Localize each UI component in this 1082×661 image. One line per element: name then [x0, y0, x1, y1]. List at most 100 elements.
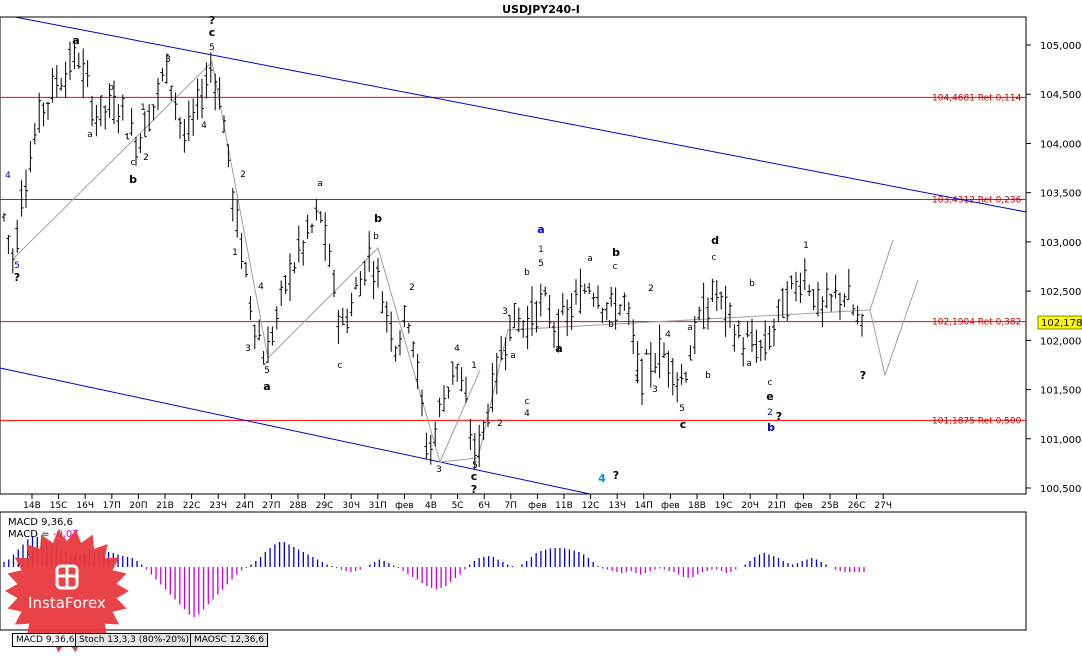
candle: [543, 286, 548, 297]
candle: [10, 248, 15, 274]
wave-label: d: [711, 234, 719, 247]
candle: [714, 280, 719, 312]
candle: [851, 304, 856, 316]
candle: [252, 324, 257, 350]
time-axis: 14В 15С 16Ч 17П 20П 21В 22С 23Ч 24П 27П 28В 29С 30Ч 3…: [23, 494, 892, 511]
wave-label: 4: [665, 330, 671, 340]
candle: [679, 363, 684, 385]
candle: [481, 420, 486, 441]
candle: [437, 397, 442, 418]
x-tick-label: 20Ч: [741, 501, 759, 511]
candle: [662, 342, 666, 359]
candle: [736, 320, 741, 339]
candle: [745, 321, 750, 338]
trend-channel: [0, 16, 1027, 495]
candle: [257, 319, 262, 341]
wave-label: e: [766, 390, 773, 403]
candle: [838, 292, 842, 321]
candle: [772, 318, 776, 347]
candle: [754, 329, 759, 363]
wave-label: c: [613, 262, 618, 272]
y-tick-label: 103,000: [1040, 238, 1081, 249]
candle: [490, 362, 495, 412]
x-tick-label: 11В: [555, 501, 573, 511]
x-tick-label: фев: [528, 501, 547, 511]
wave-label: b: [374, 212, 382, 225]
candle: [235, 199, 240, 238]
wave-label: 5: [209, 43, 215, 53]
candle: [389, 311, 394, 352]
candle: [552, 321, 556, 349]
x-tick-label: 17П: [103, 501, 121, 511]
candle: [512, 302, 517, 329]
candle: [824, 272, 829, 309]
candle: [156, 77, 160, 111]
candle: [266, 326, 270, 363]
wave-label: c: [680, 418, 687, 431]
wave-label: 1: [803, 241, 809, 251]
candle: [376, 257, 380, 288]
wave-label: 4: [524, 409, 530, 419]
candle: [710, 278, 715, 302]
candle: [468, 418, 473, 450]
candle: [142, 111, 147, 138]
candle: [222, 115, 226, 133]
candle: [340, 307, 345, 326]
wave-label: c: [712, 253, 717, 263]
wave-label: ?: [776, 410, 782, 423]
tab-macd[interactable]: MACD 9,36,6: [12, 633, 79, 647]
candle: [90, 95, 94, 127]
candle: [789, 275, 794, 290]
candle: [384, 301, 389, 333]
candle: [182, 119, 187, 153]
wave-label: a: [87, 130, 93, 140]
instaforex-logo: InstaForex: [5, 529, 129, 653]
candle: [758, 339, 763, 362]
candle: [169, 85, 174, 101]
candle: [622, 292, 627, 311]
candle: [596, 285, 600, 309]
candle: [802, 258, 807, 291]
candle: [860, 313, 864, 337]
wave-label: 2: [409, 283, 415, 293]
candle: [767, 325, 772, 350]
wave-label: 2: [143, 153, 149, 163]
x-tick-label: 6Ч: [478, 501, 490, 511]
candle: [398, 330, 402, 356]
candle: [349, 292, 354, 317]
candle: [195, 78, 200, 120]
macd-value: MACD = -0,07: [8, 529, 79, 540]
wave-label: 4: [598, 472, 606, 485]
x-tick-label: 12С: [582, 501, 600, 511]
candle: [450, 361, 455, 385]
candle: [534, 300, 539, 333]
candle: [147, 104, 152, 132]
channel-lower: [0, 367, 591, 495]
candle: [635, 341, 640, 384]
candle: [459, 367, 464, 392]
candle: [609, 286, 614, 307]
wave-label: a: [746, 359, 752, 369]
y-tick-label: 100,500: [1040, 484, 1081, 495]
candle: [811, 289, 816, 311]
tab-stoch[interactable]: Stoch 13,3,3 (80%-20%): [75, 633, 194, 647]
candle: [120, 94, 125, 121]
candle: [530, 286, 534, 336]
candle: [380, 291, 385, 314]
x-tick-label: фев: [661, 501, 680, 511]
candle: [116, 104, 121, 134]
candle: [464, 376, 468, 404]
wave-label: 5: [679, 404, 685, 414]
fib-label: 102,1904 Ret 0,382: [932, 318, 1021, 328]
candle: [204, 62, 209, 99]
candle: [855, 305, 860, 325]
x-tick-label: 23Ч: [209, 501, 227, 511]
wave-label: 4: [201, 121, 207, 131]
candle: [345, 308, 350, 334]
candle: [305, 214, 310, 239]
candle: [556, 308, 561, 353]
candle: [72, 39, 77, 70]
tab-maosc[interactable]: MAOSC 12,36,6: [190, 633, 269, 647]
